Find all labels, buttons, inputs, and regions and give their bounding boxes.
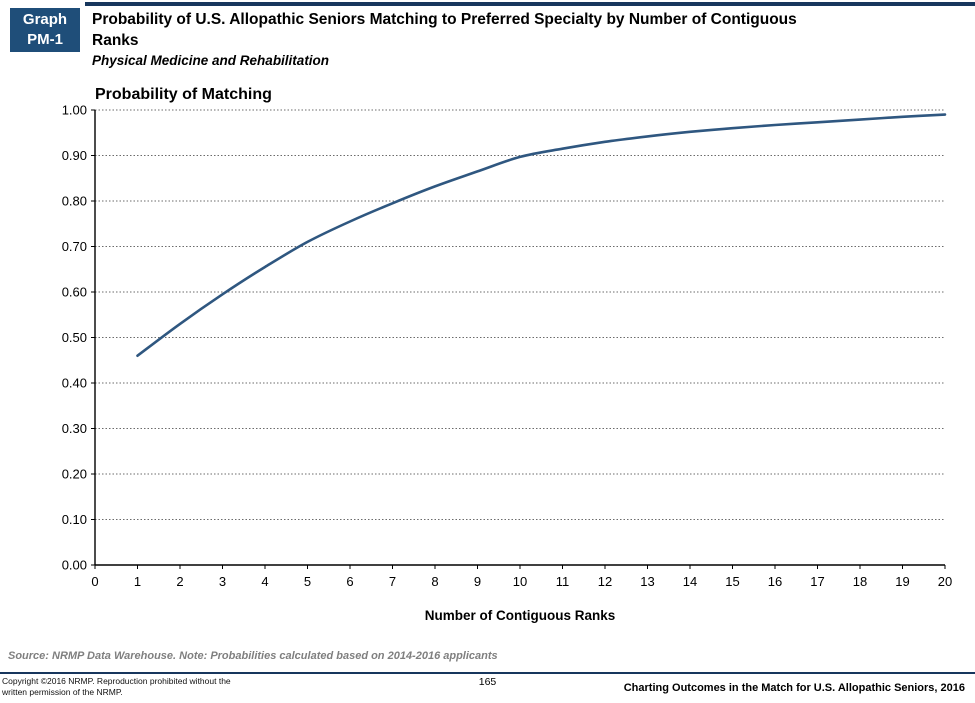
svg-text:2: 2 — [176, 574, 183, 589]
footer-copyright-line1: Copyright ©2016 NRMP. Reproduction prohi… — [2, 676, 231, 686]
svg-text:17: 17 — [810, 574, 824, 589]
svg-text:7: 7 — [389, 574, 396, 589]
svg-text:0: 0 — [91, 574, 98, 589]
svg-text:3: 3 — [219, 574, 226, 589]
svg-text:19: 19 — [895, 574, 909, 589]
svg-text:11: 11 — [556, 574, 570, 589]
svg-text:15: 15 — [725, 574, 739, 589]
document-subtitle: Physical Medicine and Rehabilitation — [92, 53, 330, 68]
svg-text:10: 10 — [513, 574, 527, 589]
svg-text:18: 18 — [853, 574, 867, 589]
svg-text:1: 1 — [134, 574, 141, 589]
svg-text:16: 16 — [768, 574, 782, 589]
footer-rule — [0, 672, 975, 674]
header-rule — [85, 2, 975, 6]
svg-text:14: 14 — [683, 574, 697, 589]
footer-copyright: Copyright ©2016 NRMP. Reproduction prohi… — [2, 676, 231, 698]
svg-text:0.00: 0.00 — [62, 558, 87, 573]
svg-text:0.70: 0.70 — [62, 239, 87, 254]
graph-badge-line1: Graph — [22, 11, 68, 28]
title-block: Probability of U.S. Allopathic Seniors M… — [92, 9, 852, 68]
svg-text:4: 4 — [261, 574, 268, 589]
svg-text:0.80: 0.80 — [62, 194, 87, 209]
svg-text:0.90: 0.90 — [62, 148, 87, 163]
svg-text:0.50: 0.50 — [62, 330, 87, 345]
svg-text:1.00: 1.00 — [62, 103, 87, 118]
svg-text:0.10: 0.10 — [62, 512, 87, 527]
svg-text:0.20: 0.20 — [62, 467, 87, 482]
x-axis-label: Number of Contiguous Ranks — [424, 608, 616, 623]
svg-text:0.30: 0.30 — [62, 421, 87, 436]
svg-text:9: 9 — [474, 574, 481, 589]
graph-badge-line2: PM-1 — [27, 31, 63, 48]
svg-text:5: 5 — [304, 574, 311, 589]
svg-text:13: 13 — [640, 574, 654, 589]
svg-text:8: 8 — [431, 574, 438, 589]
svg-text:0.40: 0.40 — [62, 376, 87, 391]
footer-page-number: 165 — [478, 676, 497, 688]
svg-text:20: 20 — [938, 574, 952, 589]
svg-text:0.60: 0.60 — [62, 285, 87, 300]
source-note: Source: NRMP Data Warehouse. Note: Proba… — [8, 650, 498, 662]
footer-publication: Charting Outcomes in the Match for U.S. … — [623, 682, 965, 694]
document-title: Probability of U.S. Allopathic Seniors M… — [92, 11, 797, 49]
graph-badge: Graph PM-1 — [10, 8, 80, 52]
footer-copyright-line2: written permission of the NRMP. — [2, 687, 123, 697]
svg-text:12: 12 — [598, 574, 612, 589]
svg-text:6: 6 — [346, 574, 353, 589]
chart-title: Probability of Matching — [95, 86, 272, 103]
